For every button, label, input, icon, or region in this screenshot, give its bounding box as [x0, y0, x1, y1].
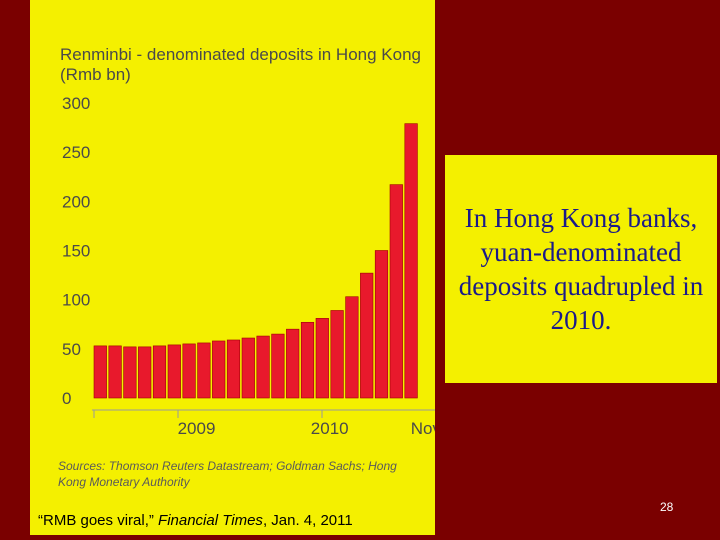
bar: [212, 340, 226, 399]
bar: [330, 310, 344, 399]
citation: “RMB goes viral,” Financial Times, Jan. …: [38, 512, 433, 529]
bar: [271, 333, 285, 399]
x-tick-label: 2010: [311, 419, 349, 438]
bar: [286, 328, 300, 399]
bar: [374, 250, 389, 399]
citation-date: , Jan. 4, 2011: [262, 512, 353, 529]
bar: [197, 342, 211, 399]
y-tick-label: 50: [62, 340, 81, 359]
bar-chart: 300 250 200 150 100 50 0 2009 2010 Nov: [62, 94, 435, 438]
y-tick-label: 100: [62, 291, 90, 310]
bar: [93, 345, 107, 399]
bar: [152, 345, 167, 399]
chart-subtitle: (Rmb bn): [60, 65, 131, 84]
y-tick-label: 0: [62, 389, 71, 408]
bar: [404, 123, 418, 399]
bar: [256, 335, 270, 399]
bar: [167, 344, 181, 399]
chart-source: Sources: Thomson Reuters Datastream; Gol…: [58, 459, 397, 489]
bar: [226, 339, 241, 399]
chart-title: Renminbi - denominated deposits in Hong …: [60, 45, 422, 64]
y-tick-label: 250: [62, 143, 90, 162]
citation-publication: Financial Times: [158, 512, 263, 529]
bar: [300, 321, 315, 399]
y-tick-label: 150: [62, 242, 90, 261]
slide-number: 28: [660, 500, 674, 514]
bar: [108, 345, 122, 399]
chart-panel: Renminbi - denominated deposits in Hong …: [30, 0, 435, 535]
citation-quote: “RMB goes viral,”: [38, 512, 159, 529]
bar: [315, 318, 329, 399]
bar: [360, 272, 374, 399]
bar: [123, 346, 137, 399]
y-tick-label: 200: [62, 192, 90, 211]
x-tick-label: Nov: [411, 419, 435, 438]
x-tick-label: 2009: [178, 419, 216, 438]
bar: [138, 346, 152, 399]
callout-text: In Hong Kong banks, yuan-denominated dep…: [458, 203, 704, 335]
bar: [241, 337, 255, 399]
bar: [182, 343, 196, 399]
bar: [389, 184, 403, 399]
y-tick-label: 300: [62, 94, 90, 113]
callout-box: In Hong Kong banks, yuan-denominated dep…: [445, 155, 717, 383]
bar: [345, 296, 359, 399]
